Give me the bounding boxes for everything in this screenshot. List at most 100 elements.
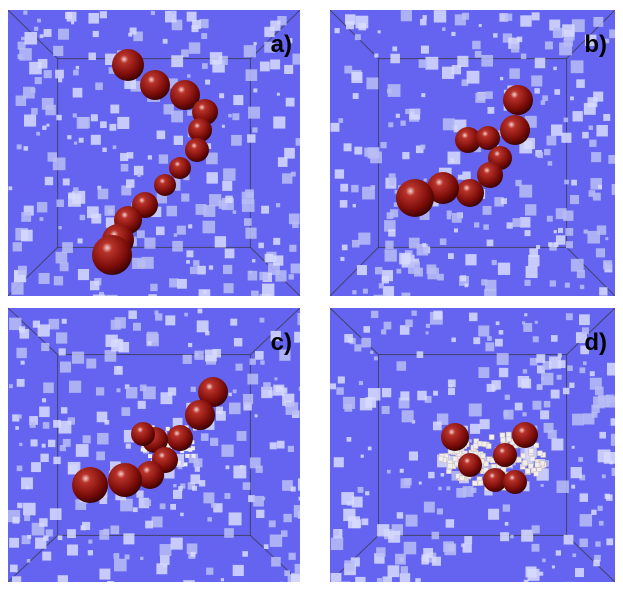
- cube: [442, 27, 446, 31]
- cube: [361, 455, 364, 458]
- cube: [166, 427, 170, 431]
- cube: [469, 403, 482, 416]
- cube: [596, 125, 607, 136]
- cube: [557, 375, 562, 380]
- cube: [595, 387, 604, 396]
- cube: [34, 27, 38, 31]
- cube: [448, 253, 454, 259]
- cube: [446, 486, 450, 490]
- cube: [437, 508, 443, 514]
- cube: [128, 310, 136, 318]
- cube: [46, 124, 49, 127]
- cube: [83, 435, 91, 443]
- cube: [483, 224, 489, 230]
- cube: [145, 521, 153, 529]
- cube: [330, 383, 336, 389]
- cube: [148, 294, 157, 303]
- cube: [244, 45, 256, 57]
- cube: [525, 468, 530, 473]
- cube: [136, 490, 143, 497]
- cube: [571, 180, 577, 186]
- cube: [278, 157, 288, 167]
- cube: [364, 148, 373, 157]
- cube: [231, 135, 242, 146]
- cube: [606, 395, 614, 403]
- cube: [557, 481, 569, 493]
- cube: [345, 14, 355, 24]
- cube: [501, 198, 507, 204]
- cube: [505, 14, 512, 21]
- cube: [463, 543, 472, 552]
- cube: [521, 54, 526, 59]
- cube: [524, 580, 529, 585]
- cube: [540, 410, 549, 419]
- cube: [11, 282, 23, 294]
- cube: [401, 10, 412, 21]
- cube: [88, 13, 99, 24]
- cube: [88, 550, 93, 555]
- cube: [553, 67, 557, 71]
- cube: [273, 238, 280, 245]
- cube: [554, 230, 557, 233]
- cube: [481, 55, 493, 67]
- cube: [197, 266, 206, 275]
- cube: [496, 321, 500, 325]
- cube: [512, 218, 521, 227]
- cube: [81, 525, 86, 530]
- cube: [579, 539, 588, 548]
- cube: [163, 39, 168, 44]
- cube: [270, 21, 280, 31]
- cube: [53, 420, 61, 428]
- panel: [8, 308, 310, 591]
- cube: [181, 193, 189, 201]
- cube: [571, 60, 584, 73]
- cube: [190, 474, 200, 484]
- cube: [336, 387, 343, 394]
- cube: [160, 392, 172, 404]
- figure: a)b)c)d): [0, 0, 623, 591]
- cube: [580, 493, 589, 502]
- cube: [541, 484, 544, 487]
- cube: [44, 29, 52, 37]
- cube: [253, 88, 257, 92]
- cube: [452, 213, 462, 223]
- cube: [30, 422, 36, 428]
- cube: [549, 357, 561, 369]
- cube: [534, 471, 539, 476]
- cube: [584, 229, 588, 233]
- cube: [595, 541, 600, 546]
- cube: [462, 171, 470, 179]
- cube: [286, 98, 295, 107]
- cube: [44, 70, 52, 78]
- cube: [233, 95, 243, 105]
- cube: [334, 28, 339, 33]
- cube: [475, 51, 482, 58]
- cube: [565, 582, 575, 591]
- cube: [96, 387, 104, 395]
- cube: [21, 230, 33, 242]
- cube: [404, 542, 417, 555]
- cube: [475, 93, 485, 103]
- cube: [452, 65, 461, 74]
- cube: [199, 480, 205, 486]
- cube: [293, 54, 304, 65]
- cube: [17, 503, 22, 508]
- cube: [152, 516, 163, 527]
- cube: [495, 339, 503, 347]
- cube: [544, 149, 550, 155]
- cube: [566, 241, 573, 248]
- cube: [379, 283, 384, 288]
- cube: [397, 361, 407, 371]
- cube: [15, 426, 19, 430]
- cube: [123, 533, 134, 544]
- cube: [215, 236, 226, 247]
- cube: [405, 319, 413, 327]
- cube: [298, 497, 302, 501]
- cube: [331, 573, 342, 584]
- cube: [444, 544, 456, 556]
- cube: [382, 388, 391, 397]
- cube: [35, 538, 46, 549]
- cube: [409, 451, 418, 460]
- cube: [522, 412, 526, 416]
- cube: [93, 31, 99, 37]
